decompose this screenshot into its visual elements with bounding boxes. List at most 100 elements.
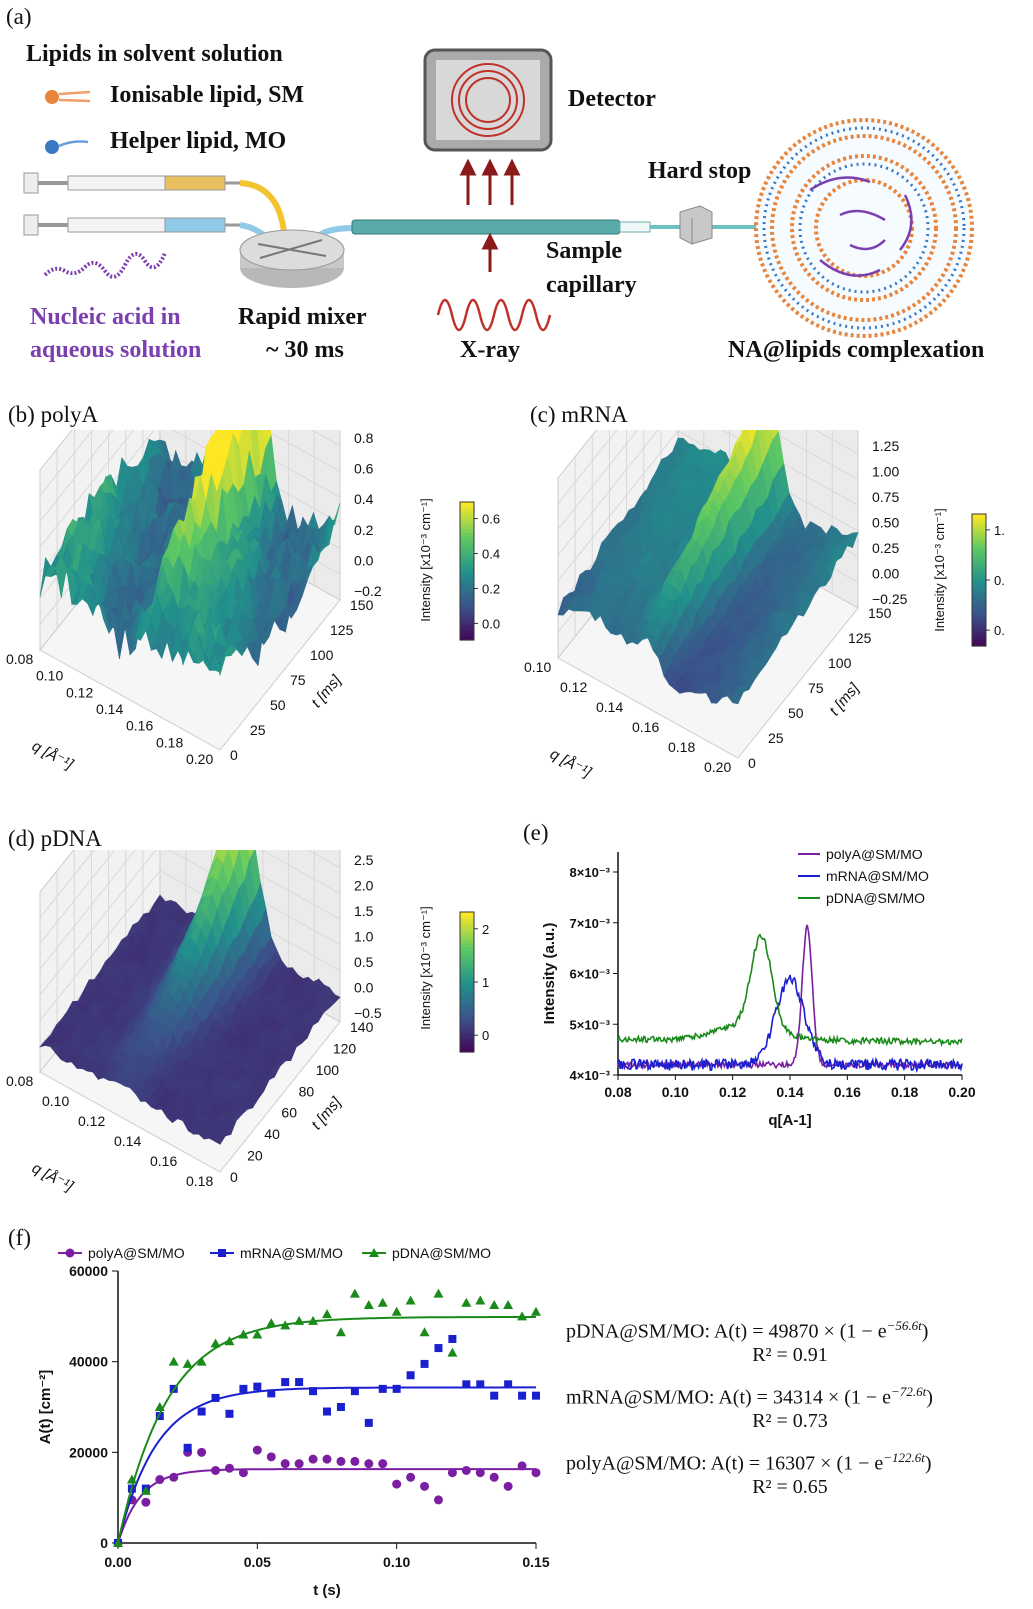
data-point: [323, 1407, 331, 1416]
fit-curve-polyA@SM/MO: [117, 1468, 536, 1544]
syringe-bottom-icon: [23, 214, 240, 236]
data-point: [308, 1454, 318, 1464]
grid-line: [39, 430, 135, 548]
colorbar-tick-label: 0: [482, 1028, 489, 1043]
colorbar-slice: [460, 574, 474, 579]
y-tick-label: 60000: [69, 1263, 108, 1279]
x-tick-label: 0.15: [522, 1554, 549, 1570]
q-tick-label: 0.08: [6, 651, 33, 667]
q-tick-label: 0.12: [66, 684, 93, 700]
data-point: [141, 1497, 151, 1507]
data-point: [322, 1309, 332, 1319]
colorbar-slice: [972, 563, 986, 568]
x-tick-label: 0.10: [383, 1554, 410, 1570]
colorbar: 2 1 0: [459, 911, 489, 1053]
t-tick-label: 125: [848, 630, 872, 646]
colorbar-slice: [972, 517, 986, 522]
t-tick-label: 140: [350, 1019, 374, 1035]
y-axis-label: Intensity (a.u.): [541, 923, 558, 1025]
ionisable-lipid-label: Ionisable lipid, SM: [110, 82, 305, 108]
data-point: [392, 1384, 401, 1393]
data-point: [447, 1468, 457, 1478]
data-point: [309, 1387, 318, 1396]
hard-stop-icon: [679, 205, 713, 245]
equation-pdna-exponent: −56.6t: [886, 1318, 922, 1333]
t-tick-label: 20: [247, 1148, 263, 1164]
data-point: [280, 1459, 290, 1469]
detector-label: Detector: [568, 86, 656, 112]
data-point: [113, 1538, 123, 1547]
scatter-arrows-icon: [459, 158, 521, 272]
colorbar-slice: [460, 1045, 474, 1050]
colorbar-slice: [460, 1027, 474, 1032]
nucleic-acid-icon: [43, 252, 167, 279]
data-point: [294, 1459, 304, 1469]
data-point: [169, 1472, 179, 1482]
data-point: [140, 1485, 151, 1495]
colorbar-slice: [460, 933, 474, 938]
t-tick-label: 75: [290, 672, 306, 688]
colorbar-slice: [972, 593, 986, 598]
t-tick-label: 75: [808, 680, 824, 696]
colorbar-slice: [460, 1038, 474, 1043]
z-tick-label: 0.25: [872, 540, 899, 556]
z-tick-label: 1.5: [354, 903, 374, 919]
colorbar-slice: [460, 1041, 474, 1046]
t-tick-label: 80: [299, 1083, 315, 1099]
colorbar-slice: [460, 505, 474, 510]
surface-plot-pdna: 0.080.100.120.140.160.18q [Å⁻¹] 020406080…: [6, 850, 489, 1195]
colorbar-frame: [459, 501, 475, 641]
colorbar-slice: [972, 523, 986, 528]
colorbar-slice: [460, 508, 474, 513]
x-tick-label: 0.20: [948, 1084, 975, 1100]
surface-plot-polya: 0.080.100.120.140.160.180.20 q [Å⁻¹] 0 2550…: [6, 430, 500, 773]
t-axis-label: t [ms]: [308, 671, 345, 711]
data-point: [489, 1300, 500, 1309]
surface-facet: [732, 688, 744, 705]
colorbar: 0.6 0.4 0.2 0.0: [459, 501, 500, 641]
data-point: [503, 1300, 514, 1309]
colorbar-slice: [460, 947, 474, 952]
colorbar-slice: [460, 971, 474, 976]
data-point: [531, 1468, 541, 1478]
colorbar-slice: [460, 950, 474, 955]
t-tick-label: 125: [330, 622, 354, 638]
y-axis-label: A(t) [cm⁻²]: [37, 1370, 54, 1445]
surface-mesh: [39, 850, 341, 1145]
data-point: [391, 1306, 402, 1316]
rapid-mixer-label-1: Rapid mixer: [238, 304, 367, 330]
grid-line: [307, 850, 341, 869]
data-point: [182, 1358, 193, 1368]
colorbar-tick-label: 0.4: [482, 547, 500, 562]
q-tick-label: 0.12: [78, 1113, 105, 1129]
colorbar-slice: [460, 922, 474, 927]
nucleic-acid-label-1: Nucleic acid in: [30, 304, 181, 330]
data-point: [350, 1387, 359, 1396]
colorbar-slice: [972, 576, 986, 581]
colorbar-slice: [972, 550, 986, 555]
hard-stop-label: Hard stop: [648, 158, 752, 184]
data-point: [349, 1288, 360, 1298]
colorbar-tick-label: 0.0: [482, 616, 500, 631]
colorbar-slice: [460, 612, 474, 617]
data-point: [211, 1393, 220, 1402]
colorbar-slice: [460, 519, 474, 524]
legend-label: polyA@SM/MO: [88, 1245, 185, 1261]
data-point: [433, 1495, 443, 1505]
colorbar-slice: [972, 527, 986, 532]
colorbar-slice: [460, 957, 474, 962]
data-point: [448, 1335, 457, 1343]
legend-label: mRNA@SM/MO: [826, 868, 929, 884]
t-axis-label: t [ms]: [826, 679, 863, 719]
t-tick-label: 150: [350, 597, 374, 613]
grid-line: [557, 430, 659, 556]
data-point: [280, 1320, 291, 1330]
q-tick-label: 0.12: [560, 679, 587, 695]
colorbar-slice: [972, 613, 986, 617]
data-point: [295, 1378, 304, 1387]
colorbar-slice: [972, 566, 986, 571]
colorbar-slice: [972, 570, 986, 574]
panel-e-label: (e): [523, 820, 549, 845]
data-point: [197, 1407, 206, 1416]
t-tick-label: 100: [828, 655, 852, 671]
